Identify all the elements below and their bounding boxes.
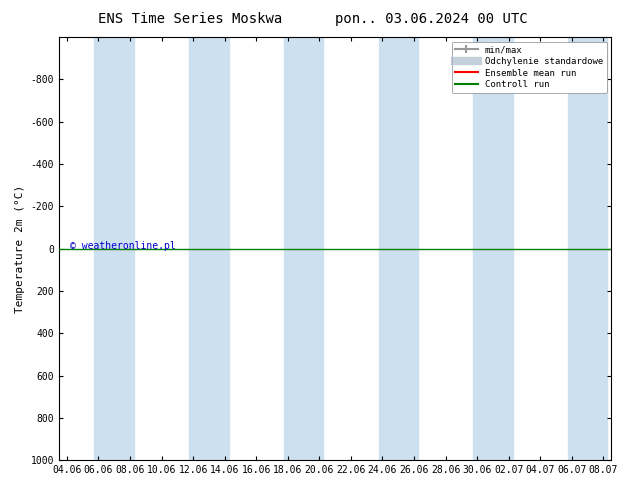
Text: ENS Time Series Moskwa: ENS Time Series Moskwa xyxy=(98,12,282,26)
Y-axis label: Temperature 2m (°C): Temperature 2m (°C) xyxy=(15,184,25,313)
Bar xyxy=(94,37,134,460)
Text: pon.. 03.06.2024 00 UTC: pon.. 03.06.2024 00 UTC xyxy=(335,12,527,26)
Legend: min/max, Odchylenie standardowe, Ensemble mean run, Controll run: min/max, Odchylenie standardowe, Ensembl… xyxy=(451,42,607,93)
Bar xyxy=(473,37,513,460)
Bar xyxy=(189,37,229,460)
Bar xyxy=(378,37,418,460)
Bar xyxy=(568,37,607,460)
Bar xyxy=(284,37,323,460)
Text: © weatheronline.pl: © weatheronline.pl xyxy=(70,242,176,251)
